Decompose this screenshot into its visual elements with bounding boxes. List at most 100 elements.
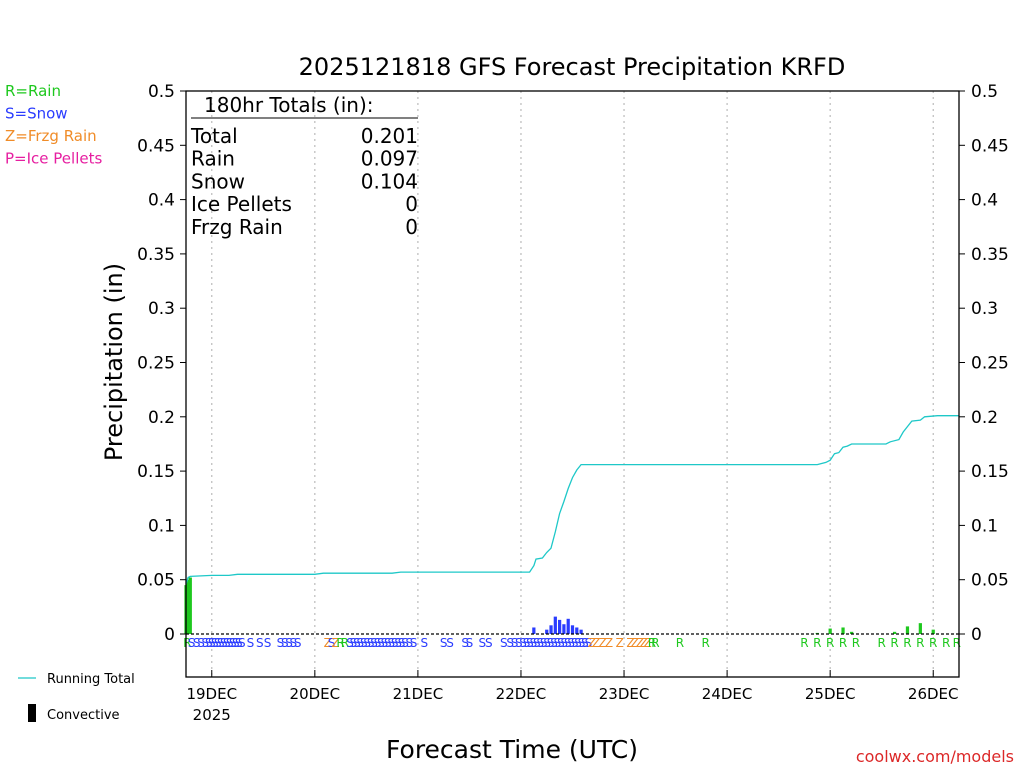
precip-bar — [558, 619, 562, 634]
ptype-marker: S — [205, 636, 213, 650]
y-tick-label-left: 0.4 — [148, 191, 175, 211]
ptype-marker: S — [350, 636, 358, 650]
x-tick-label: 21DEC — [393, 685, 444, 703]
x-tick-label: 20DEC — [290, 685, 341, 703]
y-tick-label-left: 0 — [164, 625, 175, 645]
ptype-marker: S — [357, 636, 365, 650]
ptype-marker: S — [410, 636, 418, 650]
ptype-marker: S — [564, 636, 572, 650]
precip-bar — [549, 625, 553, 634]
plot-frame — [185, 90, 960, 678]
ptype-marker: S — [533, 636, 541, 650]
ptype-marker: S — [387, 636, 395, 650]
precip-bar — [545, 629, 549, 634]
y-axis-label: Precipitation (in) — [100, 263, 128, 461]
ptype-marker: R — [929, 636, 937, 650]
ptype-marker: S — [446, 636, 454, 650]
ptype-marker: R — [336, 636, 344, 650]
ptype-marker: S — [500, 636, 508, 650]
totals-row-name: Ice Pellets — [191, 192, 292, 216]
ptype-marker: S — [281, 636, 289, 650]
ptype-marker: S — [256, 636, 264, 650]
y-axis-ticks: 0 00.05 0.050.1 0.10.15 0.150.2 0.20.25 0.250.… — [137, 82, 1009, 645]
running-total-legend-label: Running Total — [47, 672, 135, 687]
ptype-marker: Z — [626, 636, 634, 650]
ptype-marker: S — [523, 636, 531, 650]
ptype-marker: S — [264, 636, 272, 650]
ptype-marker: S — [193, 636, 201, 650]
precip-bar — [188, 577, 192, 634]
precip-bar — [931, 629, 935, 634]
ptype-marker: S — [547, 636, 555, 650]
x-tick-label: 26DEC — [908, 685, 959, 703]
ptype-marker: S — [370, 636, 378, 650]
y-tick-label-right: 0.1 — [971, 516, 998, 536]
ptype-marker: S — [506, 636, 514, 650]
precip-bar — [186, 579, 190, 634]
ptype-marker: S — [360, 636, 368, 650]
ptype-marker: S — [561, 636, 569, 650]
y-tick-label-left: 0.35 — [137, 245, 175, 265]
ptype-marker: Z — [636, 636, 644, 650]
y-tick-label-right: 0.45 — [971, 136, 1009, 156]
ptype-marker: S — [285, 636, 293, 650]
ptype-marker: R — [701, 636, 709, 650]
totals-rows: Total 0.201 Rain 0.097 Snow 0.104 Ice Pellets 0… — [190, 124, 418, 239]
ptype-marker: Z — [605, 636, 613, 650]
y-tick-label-left: 0.05 — [137, 571, 175, 591]
ptype-marker: S — [208, 636, 216, 650]
y-tick-label-left: 0.15 — [137, 462, 175, 482]
y-tick-label-left: 0.45 — [137, 136, 175, 156]
ptype-marker: S — [294, 636, 302, 650]
ptype-marker: S — [381, 636, 389, 650]
ptype-marker: S — [290, 636, 298, 650]
watermark-text: coolwx.com/models — [856, 747, 1014, 766]
totals-header: 180hr Totals (in): — [204, 93, 374, 117]
ptype-marker: R — [839, 636, 847, 650]
convective-swatch — [28, 704, 36, 722]
ptype-marker: S — [405, 636, 413, 650]
ptype-legend: R=Rain S=Snow Z=Frzg Rain P=Ice Pellets — [5, 82, 102, 168]
ptype-marker: S — [585, 636, 593, 650]
ptype-marker: S — [374, 636, 382, 650]
totals-row-value: 0.097 — [361, 147, 418, 171]
ptype-marker: S — [232, 636, 240, 650]
ptype-marker: R — [651, 636, 659, 650]
ptype-marker: Z — [616, 636, 624, 650]
totals-row-name: Rain — [191, 147, 235, 171]
ptype-marker: Z — [644, 636, 652, 650]
ptype-marker: S — [421, 636, 429, 650]
ptype-marker: R — [953, 636, 961, 650]
ptype-marker: R — [813, 636, 821, 650]
y-tick-label-right: 0.35 — [971, 245, 1009, 265]
ptype-marker: S — [543, 636, 551, 650]
ptype-marker: S — [567, 636, 575, 650]
precip-bar — [850, 631, 854, 634]
running-total-line — [185, 415, 959, 585]
totals-row-name: Snow — [191, 169, 245, 193]
ptype-marker: S — [235, 636, 243, 650]
ptype-marker: S — [202, 636, 210, 650]
totals-box: 180hr Totals (in): Total 0.201 Rain 0.097 Sn… — [190, 93, 418, 239]
ptype-marker: S — [220, 636, 228, 650]
x-axis-label: Forecast Time (UTC) — [386, 735, 638, 764]
ptype-marker: S — [328, 636, 336, 650]
ptype-marker: S — [384, 636, 392, 650]
ptype-marker: S — [485, 636, 493, 650]
ptype-marker: S — [197, 636, 205, 650]
ptype-marker: Z — [640, 636, 648, 650]
ptype-marker: S — [571, 636, 579, 650]
x-tick-sublabel: 2025 — [193, 706, 231, 724]
totals-row-value: 0.104 — [361, 169, 418, 193]
precip-bar — [562, 624, 566, 634]
ptype-marker: Z — [331, 636, 339, 650]
ptype-marker: R — [878, 636, 886, 650]
ptype-legend-item: P=Ice Pellets — [5, 150, 102, 168]
ptype-marker: Z — [598, 636, 606, 650]
y-tick-label-right: 0.25 — [971, 354, 1009, 374]
convective-legend-label: Convective — [47, 708, 120, 723]
ptype-marker: S — [226, 636, 234, 650]
ptype-marker: R — [903, 636, 911, 650]
ptype-legend-item: R=Rain — [5, 82, 61, 100]
ptype-marker: S — [581, 636, 589, 650]
